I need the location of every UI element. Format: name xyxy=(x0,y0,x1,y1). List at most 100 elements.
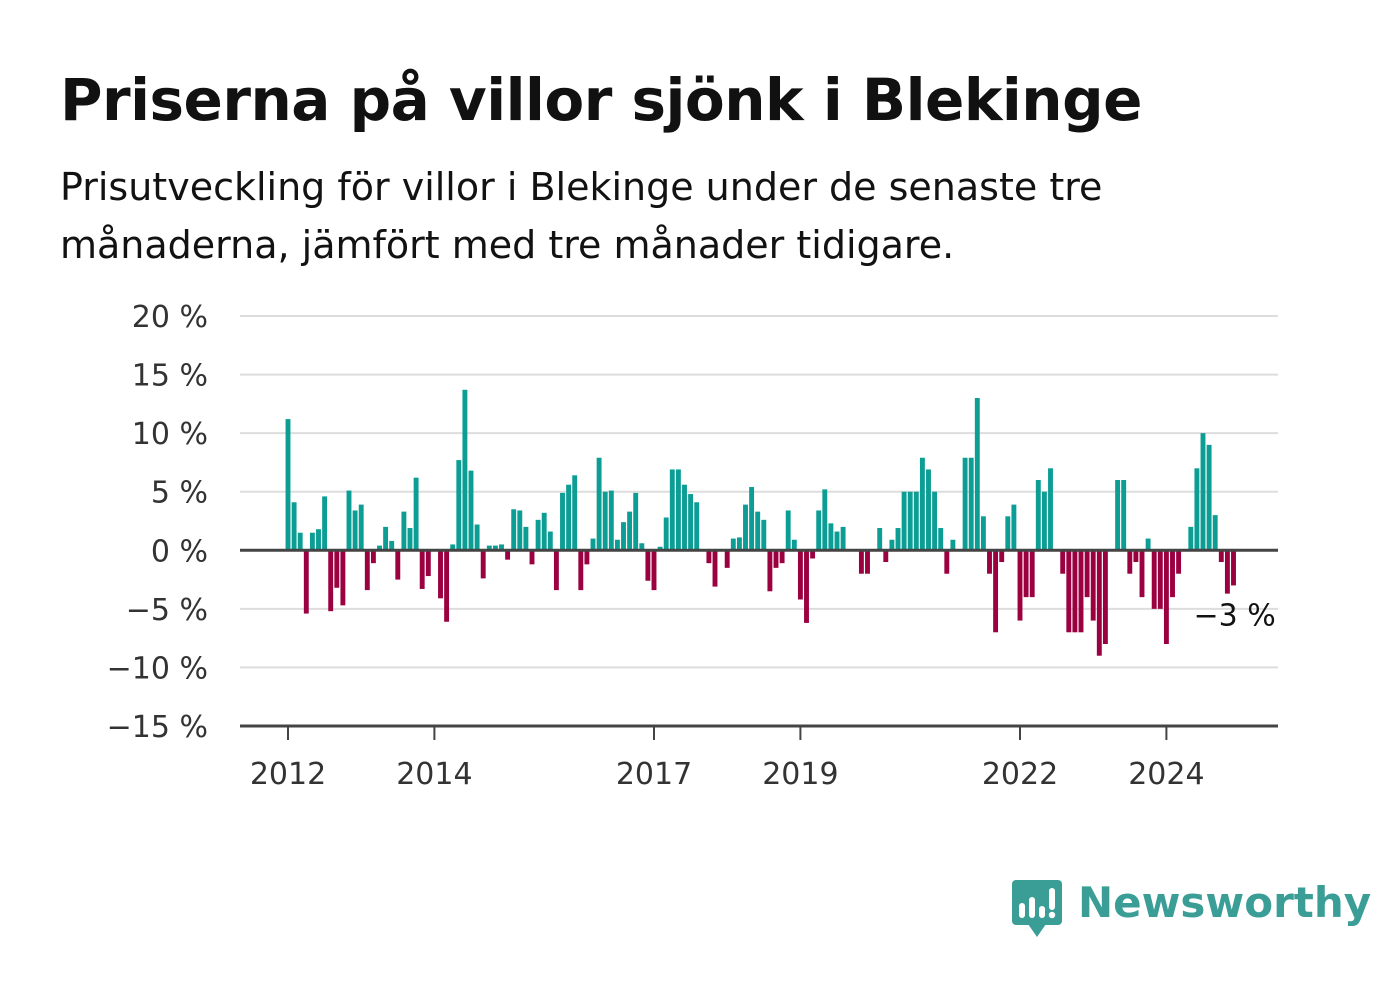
bar xyxy=(291,502,297,551)
bar xyxy=(663,517,669,551)
bar xyxy=(1115,480,1121,551)
bar xyxy=(895,528,901,551)
bars xyxy=(285,389,1236,656)
bar xyxy=(804,550,809,623)
bar xyxy=(639,543,645,551)
bar xyxy=(919,457,925,551)
bar xyxy=(419,550,425,589)
bar xyxy=(1133,550,1139,562)
bar xyxy=(901,491,907,551)
bar xyxy=(1066,550,1072,633)
bar xyxy=(987,550,992,574)
bar xyxy=(974,398,980,551)
bar xyxy=(517,510,523,551)
x-tick-label: 2017 xyxy=(616,757,692,792)
bar xyxy=(1151,550,1157,609)
bar xyxy=(730,538,736,551)
bar xyxy=(791,539,797,551)
bar xyxy=(755,511,761,551)
bar xyxy=(1163,550,1169,644)
bar xyxy=(993,550,999,633)
bar xyxy=(907,491,913,551)
bar xyxy=(913,491,919,551)
y-tick-label: −5 % xyxy=(126,593,208,628)
x-tick-label: 2022 xyxy=(982,757,1058,792)
bar xyxy=(779,550,785,564)
bar xyxy=(578,550,584,591)
bar xyxy=(438,550,443,599)
bar xyxy=(706,550,712,564)
bar xyxy=(657,546,663,551)
bar xyxy=(1005,516,1011,551)
bar xyxy=(1035,480,1041,551)
bar xyxy=(651,550,657,591)
bar xyxy=(309,532,315,551)
bar xyxy=(346,490,352,551)
bar xyxy=(688,494,694,551)
bar xyxy=(523,526,529,551)
bar xyxy=(1023,550,1029,598)
bar xyxy=(395,550,401,580)
y-tick-label: −10 % xyxy=(107,651,208,686)
bar xyxy=(736,537,742,551)
bar xyxy=(340,550,346,606)
bar xyxy=(602,491,608,551)
bar xyxy=(377,545,382,551)
bar xyxy=(529,550,535,565)
bar xyxy=(1029,550,1035,598)
bar xyxy=(370,550,376,564)
bar xyxy=(1194,468,1200,551)
bar xyxy=(761,519,767,551)
bar xyxy=(328,550,334,612)
bar xyxy=(499,544,504,551)
bar xyxy=(413,477,419,551)
bar xyxy=(401,511,407,551)
bar xyxy=(743,504,748,551)
x-tick-label: 2024 xyxy=(1128,757,1204,792)
bar xyxy=(816,510,822,551)
bar xyxy=(883,550,889,562)
bar xyxy=(858,550,864,574)
x-tick-label: 2012 xyxy=(250,757,326,792)
bar xyxy=(389,540,395,551)
bar xyxy=(584,550,590,565)
chart-subtitle: Prisutveckling för villor i Blekinge und… xyxy=(60,165,1103,267)
newsworthy-chart-bubble-icon xyxy=(1012,880,1062,937)
bar xyxy=(358,504,364,551)
bar xyxy=(1090,550,1096,621)
bar xyxy=(316,529,321,551)
bar xyxy=(425,550,431,577)
y-tick-label: 0 % xyxy=(151,534,208,569)
bar xyxy=(1231,550,1236,586)
bar xyxy=(566,484,572,551)
bar xyxy=(1170,550,1175,598)
bar xyxy=(1188,526,1194,551)
bar xyxy=(926,469,931,551)
latest-value-label: −3 % xyxy=(1194,599,1276,634)
bar xyxy=(682,484,687,551)
bar xyxy=(1121,480,1127,551)
bar xyxy=(303,550,309,614)
bar xyxy=(1224,550,1230,594)
bar xyxy=(322,496,328,551)
bar xyxy=(614,539,620,551)
bar xyxy=(1072,550,1078,633)
x-tick-label: 2019 xyxy=(762,757,838,792)
bar xyxy=(474,524,480,551)
axes xyxy=(240,548,1278,740)
bar xyxy=(968,457,974,551)
bar xyxy=(450,544,456,551)
chart-title: Priserna på villor sjönk i Blekinge xyxy=(60,66,1142,134)
bar xyxy=(627,511,633,551)
bar xyxy=(1017,550,1023,621)
bar xyxy=(1084,550,1090,598)
bar xyxy=(462,389,468,551)
bar xyxy=(749,487,755,551)
bar xyxy=(407,528,413,551)
bar xyxy=(468,470,474,551)
bar xyxy=(541,512,547,551)
bar xyxy=(999,550,1005,562)
bar xyxy=(1145,538,1151,551)
bar xyxy=(980,516,986,551)
